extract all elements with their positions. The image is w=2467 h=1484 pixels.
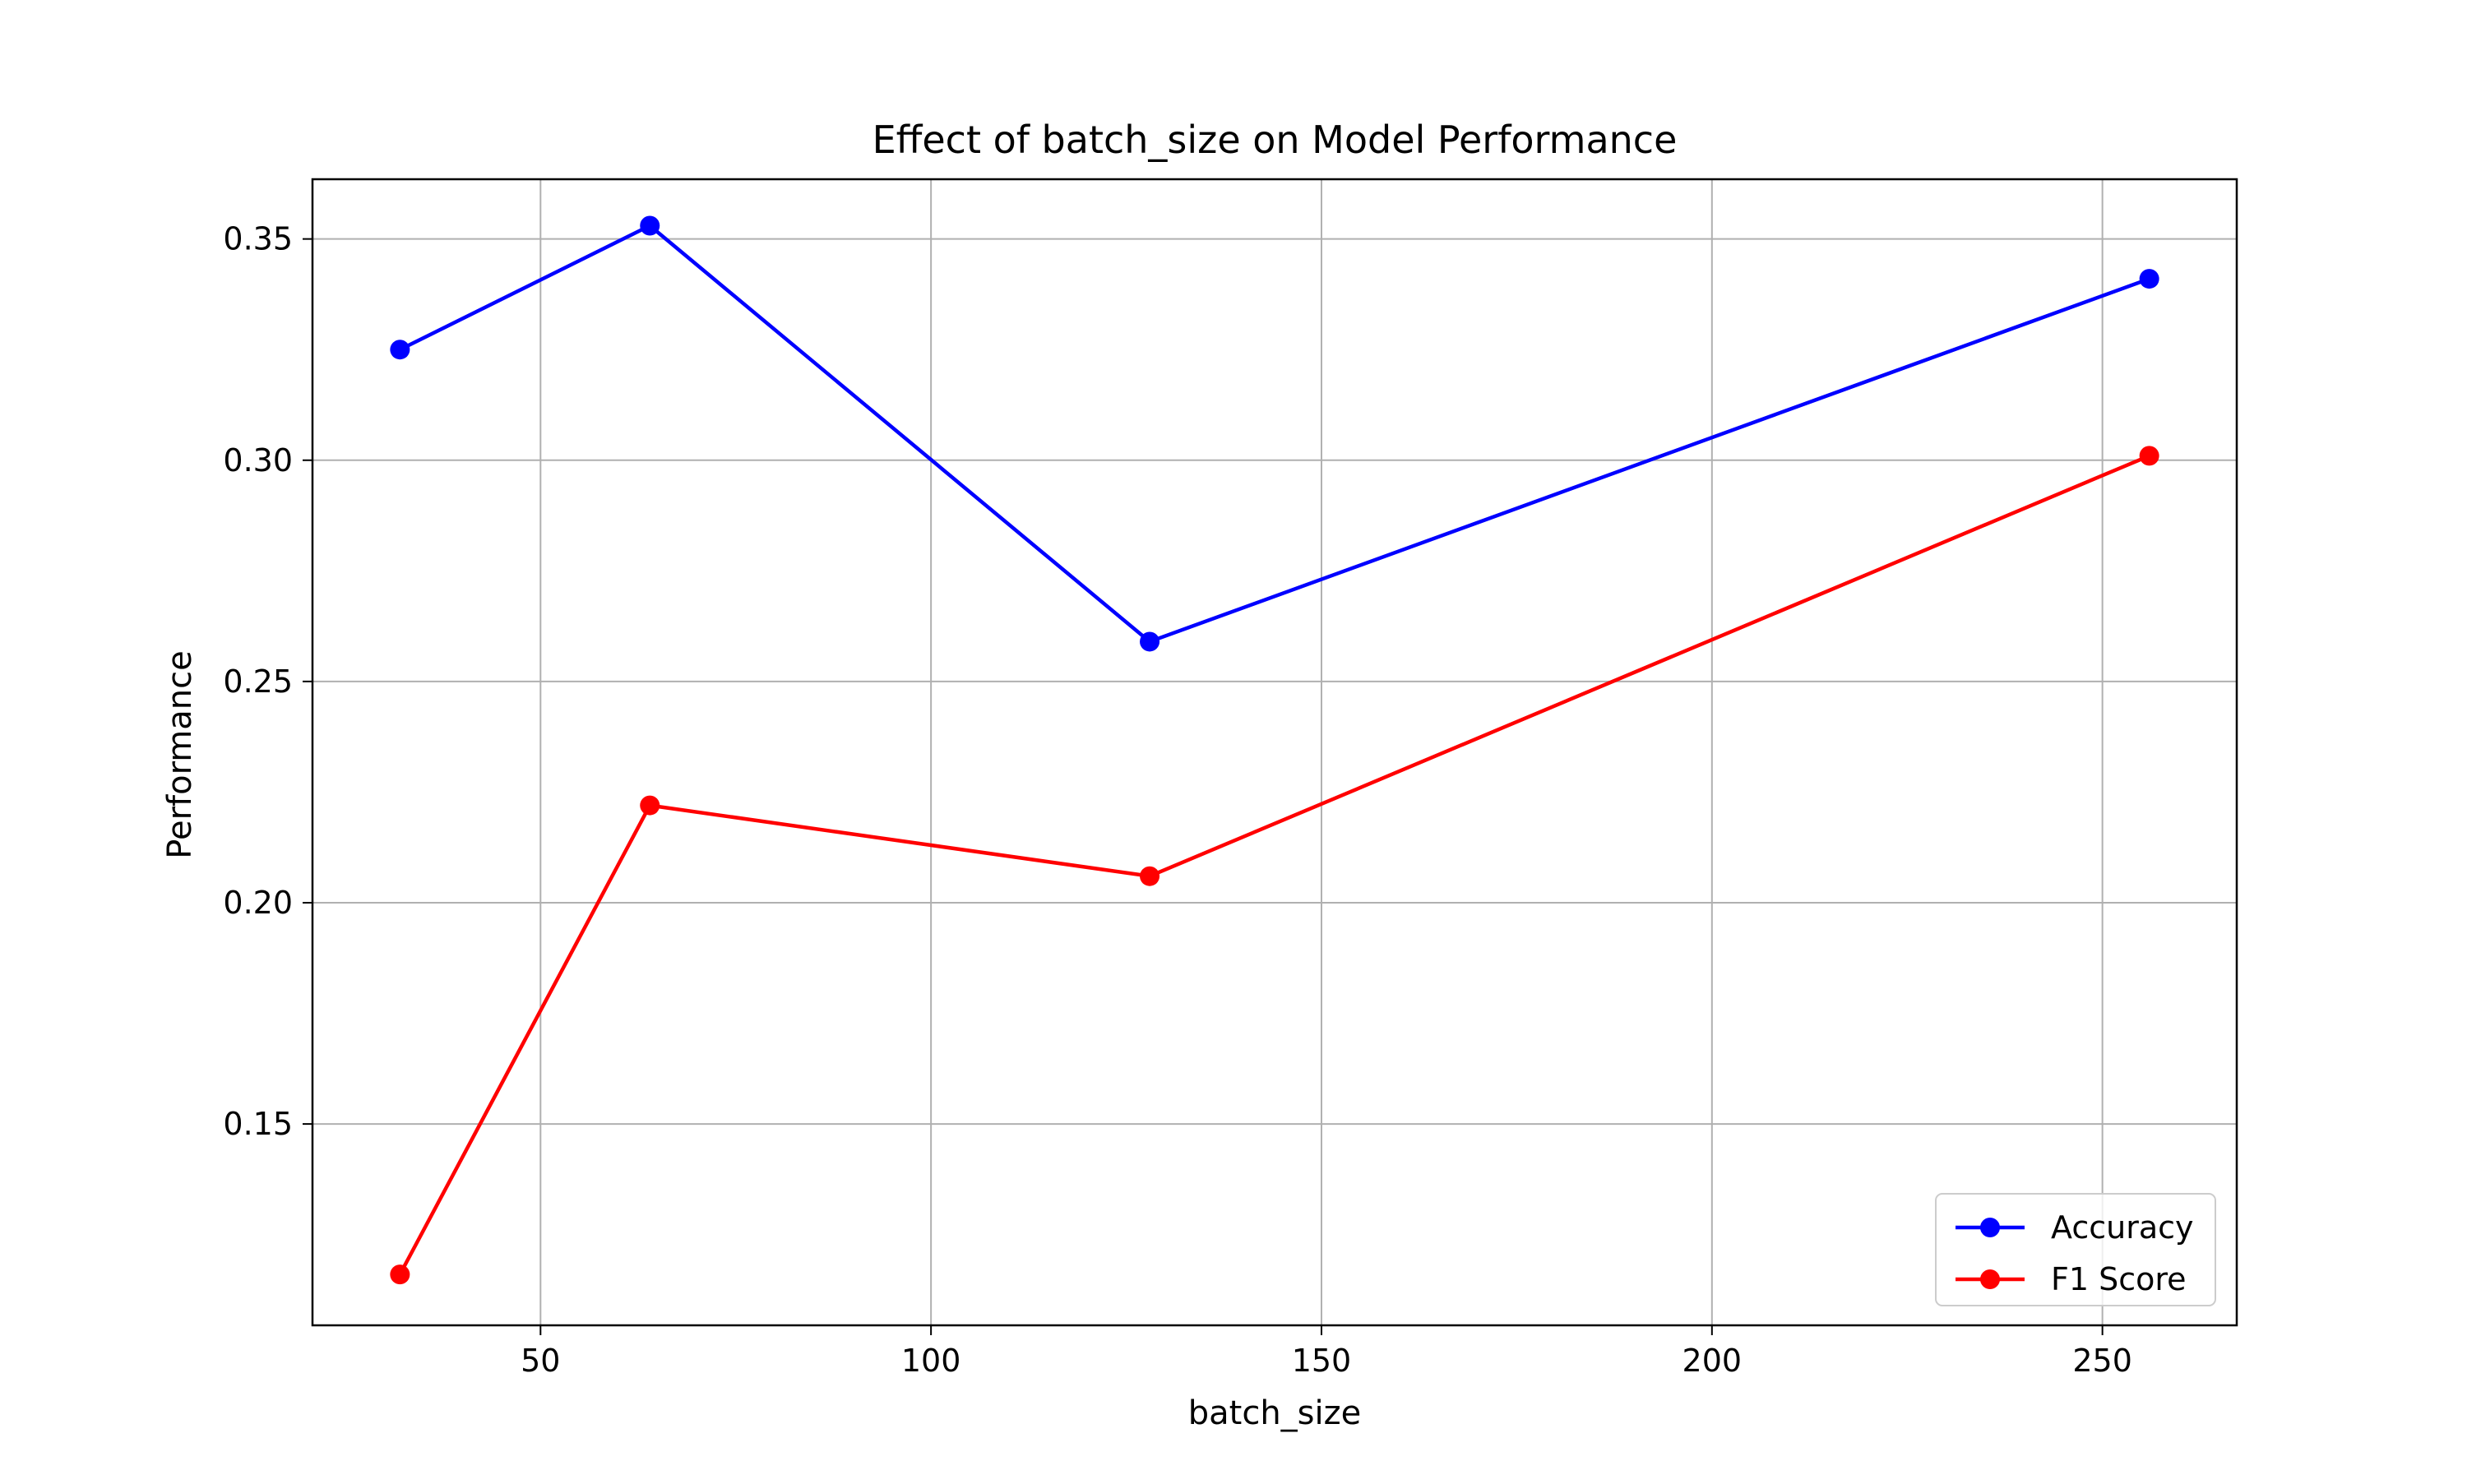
series-lines [390, 215, 2159, 1285]
f1-score-point [2139, 446, 2159, 466]
y-tick-label: 0.35 [223, 221, 293, 257]
f1-score-point [1140, 866, 1160, 886]
y-tick-label: 0.25 [223, 663, 293, 700]
x-axis-label: batch_size [1188, 1394, 1362, 1432]
series-f1-score [390, 446, 2159, 1285]
legend-item-f1-score: F1 Score [1956, 1261, 2187, 1297]
legend-swatch-marker [1980, 1218, 2000, 1237]
f1-score-line [398, 454, 2150, 1276]
f1-score-point [640, 795, 660, 816]
legend: Accuracy F1 Score [1935, 1193, 2216, 1306]
legend-label: F1 Score [2051, 1261, 2187, 1297]
grid-lines [312, 179, 2237, 1325]
accuracy-point [640, 215, 660, 236]
f1-score-point [390, 1264, 410, 1285]
x-tick-label: 200 [1682, 1343, 1743, 1379]
y-axis-label: Performance [161, 650, 199, 858]
legend-item-accuracy: Accuracy [1956, 1209, 2194, 1246]
x-tick-label: 100 [901, 1343, 961, 1379]
accuracy-point [2139, 269, 2159, 289]
legend-label: Accuracy [2051, 1209, 2194, 1246]
series-accuracy [390, 215, 2159, 652]
accuracy-point [1140, 631, 1160, 652]
y-tick-label: 0.15 [223, 1106, 293, 1142]
y-tick-label: 0.20 [223, 885, 293, 921]
y-tick-label: 0.30 [223, 442, 293, 478]
x-tick-label: 50 [521, 1343, 560, 1379]
legend-swatch-marker [1980, 1269, 2000, 1289]
axis-ticks: 50 100 150 200 250 0.15 0.20 0.25 0.30 0.35 [223, 221, 2132, 1379]
plot-area-frame [311, 178, 2238, 1327]
accuracy-line [399, 224, 2150, 644]
x-tick-label: 250 [2072, 1343, 2132, 1379]
x-tick-label: 150 [1292, 1343, 1352, 1379]
accuracy-point [390, 340, 410, 360]
chart-title: Effect of batch_size on Model Performanc… [872, 118, 1678, 162]
